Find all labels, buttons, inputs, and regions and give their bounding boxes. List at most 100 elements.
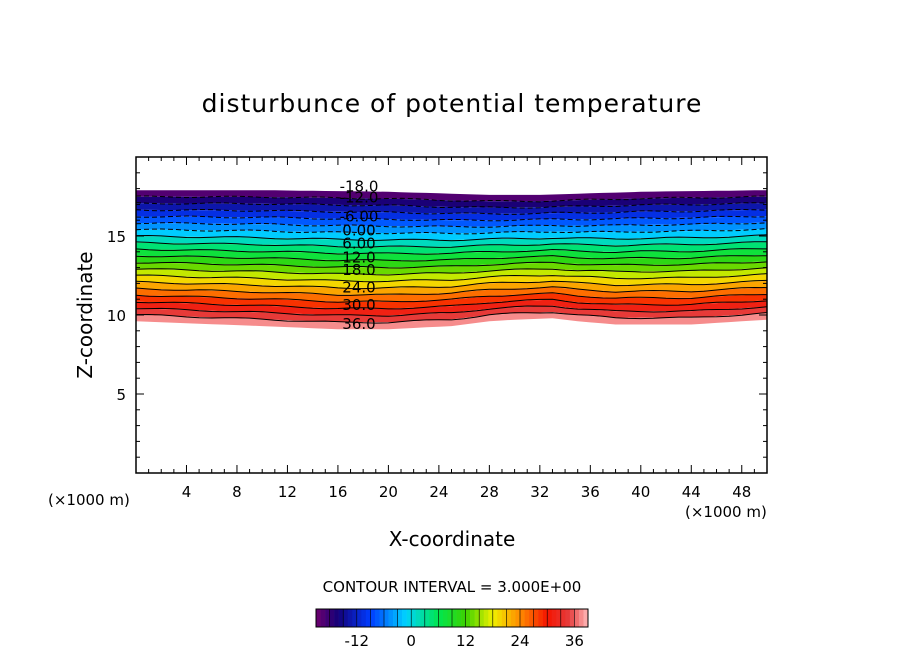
colorbar-segment — [325, 609, 330, 627]
colorbar-segment — [465, 609, 471, 627]
colorbar-segment — [515, 609, 521, 627]
contour-label: 18.0 — [342, 261, 375, 279]
contour-labels: -18.0-12.0-6.000.006.0012.018.024.030.03… — [340, 177, 379, 333]
contour-line — [136, 248, 767, 255]
colorbar-segment — [483, 609, 489, 627]
colorbar-tick-label: -12 — [345, 632, 370, 650]
contour-line — [136, 273, 767, 283]
colorbar-segment — [347, 609, 353, 627]
x-tick-label: 28 — [480, 483, 499, 501]
colorbar-tick-label: 0 — [406, 632, 416, 650]
y-unit-label: (×1000 m) — [48, 491, 130, 509]
contour-label: 0.00 — [342, 222, 375, 240]
colorbar-segment — [524, 609, 530, 627]
colorbar-segment — [429, 609, 435, 627]
contour-lines — [136, 195, 767, 324]
x-tick-label: 8 — [232, 483, 242, 501]
contour-band — [136, 312, 767, 330]
contour-line — [136, 241, 767, 248]
colorbar-segment — [529, 609, 534, 627]
y-axis-label: Z-coordinate — [73, 251, 97, 378]
contour-line — [136, 261, 767, 269]
colorbar: -12 0 12 24 36 — [315, 608, 589, 650]
contour-line — [136, 255, 767, 262]
contour-band — [136, 248, 767, 261]
contour-band — [136, 229, 767, 240]
contour-line — [136, 298, 767, 310]
colorbar-segment — [538, 609, 543, 627]
colorbar-segment — [492, 609, 498, 627]
colorbar-segment — [370, 609, 376, 627]
contour-label: 30.0 — [342, 296, 375, 314]
colorbar-segment — [356, 609, 362, 627]
colorbar-segment — [542, 609, 548, 627]
colorbar-segment — [379, 609, 385, 627]
colorbar-segment — [569, 609, 575, 627]
contour-label: -6.00 — [340, 208, 379, 226]
contour-label: 36.0 — [342, 315, 375, 333]
y-tick-label: 5 — [116, 386, 126, 404]
contour-band — [136, 274, 767, 288]
contour-band — [136, 190, 767, 202]
colorbar-frame — [315, 608, 589, 628]
contour-band — [136, 203, 767, 214]
contour-band — [136, 216, 767, 227]
colorbar-segment — [520, 609, 525, 627]
colorbar-segment — [384, 609, 389, 627]
contour-line — [136, 305, 767, 317]
colorbar-segment — [316, 609, 321, 627]
contour-line — [136, 234, 767, 242]
x-tick-label: 20 — [379, 483, 398, 501]
contour-line — [136, 208, 767, 215]
contour-interval-text: CONTOUR INTERVAL = 3.000E+00 — [323, 578, 582, 596]
colorbar-segment — [583, 609, 589, 627]
colorbar-segment — [365, 609, 371, 627]
colorbar-segment — [374, 609, 380, 627]
x-tick-label: 16 — [328, 483, 347, 501]
x-axis-label: X-coordinate — [389, 527, 516, 551]
colorbar-segment — [411, 609, 417, 627]
contour-band — [136, 280, 767, 295]
colorbar-segment — [361, 609, 367, 627]
contour-line — [136, 312, 767, 324]
x-tick-label: 12 — [278, 483, 297, 501]
contour-line — [136, 292, 767, 303]
colorbar-segment — [329, 609, 335, 627]
colorbar-segment — [556, 609, 562, 627]
colorbar-segment — [578, 609, 584, 627]
colorbar-segment — [461, 609, 466, 627]
colorbar-segment — [388, 609, 394, 627]
colorbar-segment — [438, 609, 444, 627]
colorbar-segment — [402, 609, 407, 627]
colorbar-segment — [442, 609, 448, 627]
colorbar-segment — [406, 609, 412, 627]
contour-band — [136, 287, 767, 302]
colorbar-segment — [510, 609, 516, 627]
contour-band — [136, 209, 767, 221]
y-tick-label: 15 — [107, 228, 126, 246]
contour-line — [136, 195, 767, 203]
colorbar-segment — [334, 609, 339, 627]
contour-line — [136, 202, 767, 209]
colorbar-tick-label: 36 — [565, 632, 584, 650]
contour-line — [136, 286, 767, 296]
colorbar-segment — [470, 609, 475, 627]
contour-band — [136, 222, 767, 234]
colorbar-segment — [452, 609, 457, 627]
contour-line — [136, 221, 767, 228]
contour-band — [136, 299, 767, 316]
colorbar-segment — [474, 609, 480, 627]
x-tick-label: 24 — [429, 483, 448, 501]
colorbar-segment — [497, 609, 503, 627]
colorbar-segment — [320, 609, 326, 627]
colorbar-segment — [533, 609, 539, 627]
colorbar-segment — [560, 609, 566, 627]
colorbar-tick-label: 24 — [510, 632, 529, 650]
x-tick-label: 36 — [581, 483, 600, 501]
contour-label: 6.00 — [342, 234, 375, 252]
contour-band — [136, 305, 767, 323]
contour-label: -18.0 — [340, 177, 379, 195]
